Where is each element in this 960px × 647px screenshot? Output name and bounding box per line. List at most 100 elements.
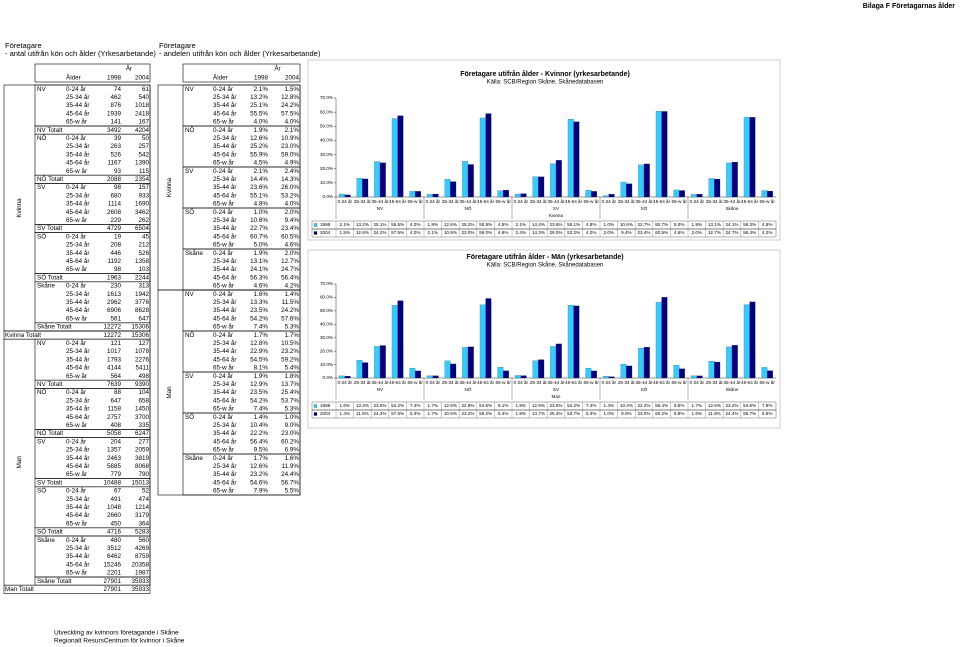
- table-value: 25.4%: [281, 389, 299, 396]
- table-value: 56.7%: [281, 479, 299, 486]
- data-table-value: 23.5%: [549, 403, 562, 408]
- table-value: 2418: [135, 110, 150, 117]
- x-tick-label: 35-44 år: [547, 198, 565, 204]
- table-value: 462: [110, 94, 121, 101]
- data-table-value: 22.7%: [637, 222, 650, 227]
- age-label: 65-w år: [213, 323, 234, 331]
- table-value: 3492: [107, 127, 122, 134]
- region-label: SÖ: [37, 487, 46, 495]
- table-value: 12.7%: [281, 258, 299, 265]
- age-label: 0-24 år: [66, 487, 86, 495]
- table-value: 5.4%: [285, 365, 300, 372]
- bar: [427, 194, 433, 198]
- x-tick-label: 35-44 år: [635, 379, 653, 385]
- data-table-value: 13.7%: [532, 411, 545, 416]
- x-tick-label: 25-34 år: [354, 379, 372, 385]
- table-value: 7.4%: [254, 406, 269, 413]
- table-value: 230: [110, 283, 121, 290]
- data-table-value: 24.2%: [373, 230, 386, 235]
- age-label: 0-24 år: [66, 232, 86, 240]
- age-label: 35-44 år: [213, 306, 236, 314]
- table-value: 23.5%: [250, 307, 268, 314]
- age-label: 25-34 år: [66, 93, 89, 101]
- bar: [391, 118, 398, 198]
- table-value: 1939: [107, 110, 122, 117]
- data-table-value: 5.3%: [586, 411, 596, 416]
- bar: [427, 375, 433, 379]
- legend-swatch: [313, 223, 318, 227]
- table-value: 526: [138, 250, 149, 257]
- data-table-value: 12.6%: [444, 222, 457, 227]
- table-value: 10.5%: [281, 340, 299, 347]
- bar: [696, 194, 703, 198]
- group-axis-label: Man: [552, 394, 561, 399]
- data-table-value: 24.4%: [725, 411, 738, 416]
- table-value: 9390: [135, 381, 150, 388]
- table-value: 5685: [107, 463, 122, 470]
- table-value: 12.9%: [250, 381, 268, 388]
- data-table-value: 24.2%: [373, 411, 386, 416]
- table-subtitle: - antal utifrån kön och ålder (Yrkesarbe…: [5, 49, 156, 58]
- age-label: 45-64 år: [66, 159, 89, 167]
- y-tick-label: 70.0%: [320, 281, 333, 286]
- bar: [362, 362, 369, 379]
- cell-border: [34, 84, 151, 127]
- bar: [379, 162, 386, 198]
- age-label: 35-44 år: [213, 429, 236, 437]
- data-table-value: 4.6%: [674, 230, 684, 235]
- x-tick-label: 45-64 år: [741, 379, 759, 385]
- age-label: 35-44 år: [66, 552, 89, 560]
- table-value: 2.0%: [285, 250, 300, 257]
- age-label: 65-w år: [66, 372, 87, 380]
- legend-swatch: [313, 412, 318, 416]
- y-tick-label: 40.0%: [320, 322, 333, 327]
- table-value: 5.3%: [285, 324, 300, 331]
- age-label: 35-44 år: [66, 503, 89, 511]
- age-label: 35-44 år: [213, 183, 236, 191]
- age-label: 65-w år: [213, 446, 234, 454]
- table-value: 3512: [107, 545, 122, 552]
- age-label: 65-w år: [66, 421, 87, 429]
- x-tick-label: 25-34 år: [706, 198, 724, 204]
- x-tick-label: 0-24 år: [602, 379, 617, 385]
- x-tick-label: 65-w år: [496, 379, 512, 385]
- table-value: 4.6%: [254, 283, 269, 290]
- age-label: 0-24 år: [66, 183, 86, 191]
- data-table-value: 26.0%: [549, 230, 562, 235]
- age-label: 65-w år: [66, 216, 87, 224]
- data-table-value: 8.1%: [498, 403, 508, 408]
- age-label: 0-24 år: [66, 388, 86, 396]
- group-label: NV: [377, 387, 384, 392]
- table-value: 4204: [135, 127, 150, 134]
- table-value: 3776: [135, 299, 150, 306]
- y-tick-label: 60.0%: [320, 295, 333, 300]
- table-value: 24.2%: [281, 102, 299, 109]
- table-value: 1987: [135, 570, 150, 577]
- data-table-value: 4.5%: [498, 222, 508, 227]
- legend-label: 2004: [320, 230, 331, 235]
- bar: [415, 191, 421, 198]
- age-label: 45-64 år: [66, 306, 89, 314]
- age-label: 65-w år: [66, 569, 87, 577]
- chart-frame: [307, 249, 781, 429]
- data-table-value: 23.2%: [725, 403, 738, 408]
- table-value: 1.9%: [254, 250, 269, 257]
- age-label: 0-24 år: [66, 134, 86, 142]
- data-table-value: 56.3%: [743, 222, 756, 227]
- bar: [767, 370, 773, 379]
- age-label: 25-34 år: [66, 191, 89, 199]
- table-value: 23.2%: [281, 348, 299, 355]
- table-value: 277: [138, 438, 149, 445]
- gender-label: Kvinna: [16, 198, 23, 218]
- table-value: 10.4%: [250, 422, 268, 429]
- table-value: 6.9%: [285, 447, 300, 454]
- bar: [673, 365, 680, 379]
- region-label: Skåne: [37, 282, 55, 290]
- table-value: 4.9%: [285, 160, 300, 167]
- table-value: 1048: [107, 504, 122, 511]
- table-value: 8628: [135, 307, 150, 314]
- table-value: 56.3%: [250, 274, 268, 281]
- table-value: 22.7%: [250, 225, 268, 232]
- table-value: 56.4%: [281, 274, 299, 281]
- y-tick-label: 0.0%: [323, 194, 333, 199]
